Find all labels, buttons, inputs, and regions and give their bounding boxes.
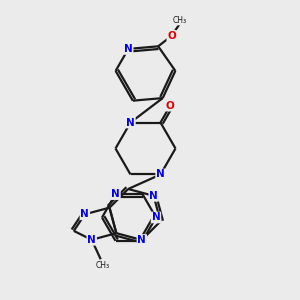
Text: CH₃: CH₃ [173, 16, 187, 25]
Text: N: N [126, 118, 135, 128]
Text: N: N [87, 235, 96, 245]
Text: O: O [167, 31, 176, 41]
Text: N: N [124, 44, 133, 54]
Text: N: N [149, 191, 158, 201]
Text: N: N [137, 235, 146, 245]
Text: O: O [166, 100, 175, 111]
Text: N: N [152, 212, 160, 223]
Text: N: N [80, 209, 89, 219]
Text: CH₃: CH₃ [95, 261, 109, 270]
Text: N: N [156, 169, 165, 179]
Text: N: N [111, 189, 120, 199]
